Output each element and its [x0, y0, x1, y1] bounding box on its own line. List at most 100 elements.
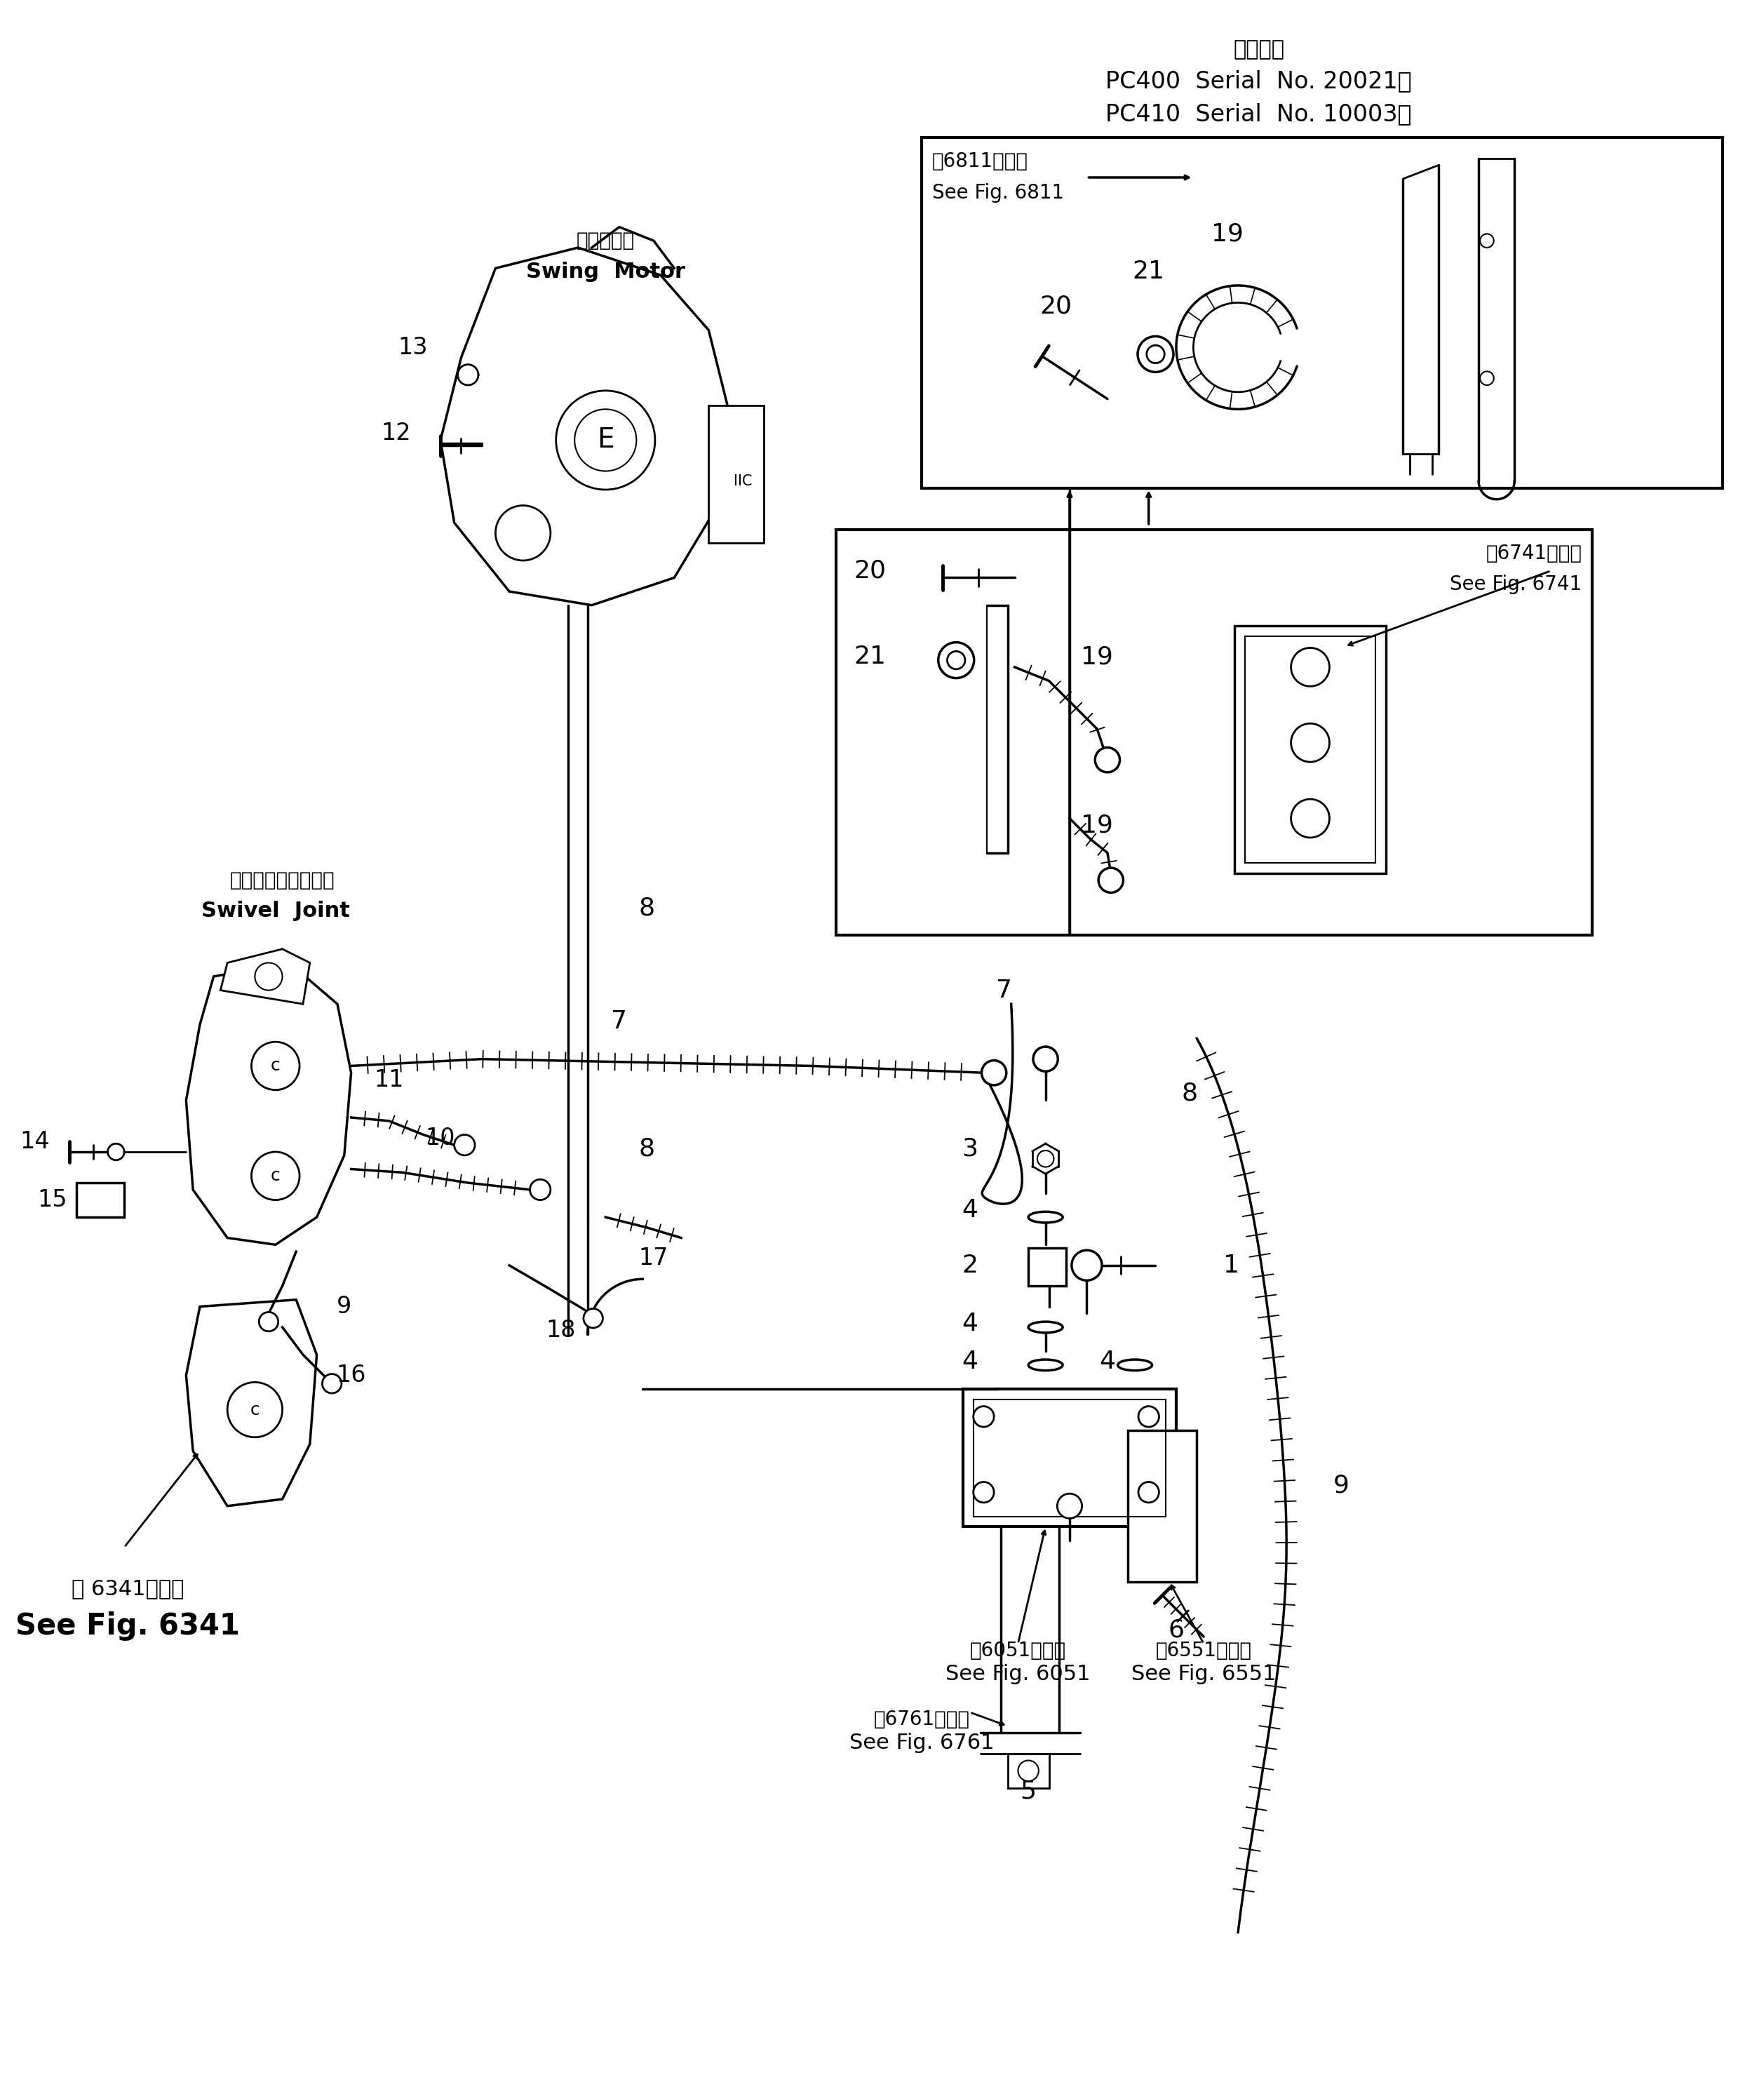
Polygon shape: [187, 1300, 318, 1506]
Text: 5: 5: [1020, 1780, 1037, 1803]
Text: c: c: [250, 1401, 259, 1418]
Circle shape: [556, 392, 654, 490]
Bar: [1127, 1430, 1196, 1581]
Text: 19: 19: [1081, 645, 1113, 668]
Text: 13: 13: [399, 335, 429, 358]
Bar: [76, 1183, 123, 1217]
Text: c: c: [270, 1168, 280, 1185]
Text: 15: 15: [37, 1189, 67, 1212]
Text: スイベルジョイント: スイベルジョイント: [229, 871, 335, 890]
Bar: [923, 138, 1723, 488]
Circle shape: [974, 1483, 993, 1503]
Text: 8: 8: [639, 1137, 654, 1160]
Circle shape: [1147, 346, 1164, 362]
Circle shape: [1138, 1407, 1159, 1426]
Text: 20: 20: [1039, 293, 1073, 318]
Circle shape: [529, 1179, 550, 1200]
Circle shape: [1037, 1150, 1053, 1166]
Circle shape: [1057, 1493, 1081, 1518]
Text: 4: 4: [961, 1311, 977, 1336]
Text: PC410  Serial  No. 10003～: PC410 Serial No. 10003～: [1106, 103, 1411, 126]
Circle shape: [496, 505, 550, 561]
Circle shape: [584, 1309, 603, 1328]
Circle shape: [1034, 1047, 1058, 1072]
Text: 21: 21: [1132, 260, 1164, 283]
Text: 8: 8: [1182, 1081, 1198, 1106]
Text: 7: 7: [610, 1009, 628, 1032]
Circle shape: [1138, 337, 1173, 373]
Circle shape: [938, 643, 974, 678]
Text: 9: 9: [1334, 1474, 1349, 1497]
Circle shape: [1018, 1761, 1039, 1782]
Circle shape: [1095, 748, 1120, 773]
Circle shape: [1099, 867, 1124, 892]
Text: 14: 14: [19, 1131, 49, 1154]
Polygon shape: [187, 963, 351, 1244]
Text: 第6741図参照: 第6741図参照: [1485, 544, 1582, 563]
Circle shape: [1291, 722, 1330, 762]
Circle shape: [974, 1407, 993, 1426]
Text: PC400  Serial  No. 20021～: PC400 Serial No. 20021～: [1106, 69, 1411, 92]
Text: 2: 2: [961, 1254, 977, 1277]
Circle shape: [1480, 371, 1494, 385]
Text: 18: 18: [547, 1319, 575, 1342]
Circle shape: [981, 1060, 1005, 1085]
Text: 10: 10: [425, 1127, 455, 1150]
Text: 第6811図参照: 第6811図参照: [931, 153, 1028, 172]
Circle shape: [457, 364, 478, 385]
Circle shape: [228, 1382, 282, 1436]
Circle shape: [254, 963, 282, 990]
Bar: [963, 1388, 1177, 1527]
Text: 第 6341図参照: 第 6341図参照: [71, 1579, 183, 1598]
Circle shape: [455, 1135, 475, 1156]
Bar: [709, 406, 764, 542]
Text: 7: 7: [997, 978, 1013, 1003]
Circle shape: [947, 651, 965, 670]
Text: Swing  Motor: Swing Motor: [526, 262, 684, 283]
Text: 19: 19: [1081, 812, 1113, 838]
Circle shape: [323, 1374, 342, 1393]
Text: Swivel  Joint: Swivel Joint: [201, 900, 349, 921]
Text: See Fig. 6551: See Fig. 6551: [1131, 1665, 1275, 1686]
Text: IIC: IIC: [734, 475, 751, 488]
Text: 17: 17: [639, 1246, 669, 1271]
Text: 11: 11: [374, 1068, 404, 1091]
Circle shape: [259, 1313, 279, 1332]
Text: 19: 19: [1212, 222, 1244, 245]
Bar: [1235, 626, 1387, 873]
Bar: [974, 1399, 1166, 1516]
Text: 6: 6: [1168, 1619, 1184, 1642]
Text: 第6761図参照: 第6761図参照: [873, 1709, 970, 1730]
Text: 21: 21: [854, 645, 886, 668]
Text: c: c: [270, 1057, 280, 1074]
Bar: [1245, 637, 1376, 863]
Text: 第6551図参照: 第6551図参照: [1155, 1640, 1252, 1661]
Circle shape: [252, 1152, 300, 1200]
Circle shape: [1291, 647, 1330, 687]
Text: 4: 4: [961, 1351, 977, 1374]
Text: 3: 3: [961, 1137, 977, 1160]
Text: 9: 9: [337, 1294, 351, 1317]
Text: 旋回モータ: 旋回モータ: [577, 230, 635, 251]
Text: 8: 8: [639, 896, 654, 919]
Polygon shape: [441, 247, 729, 605]
Circle shape: [108, 1143, 123, 1160]
Text: See Fig. 6811: See Fig. 6811: [931, 182, 1064, 203]
Circle shape: [1138, 1483, 1159, 1503]
Bar: [1028, 1248, 1065, 1286]
Text: See Fig. 6741: See Fig. 6741: [1450, 574, 1582, 595]
Circle shape: [1480, 235, 1494, 247]
Polygon shape: [221, 949, 310, 1003]
Text: See Fig. 6051: See Fig. 6051: [946, 1665, 1090, 1686]
Text: 12: 12: [381, 421, 411, 444]
Text: 第6051図参照: 第6051図参照: [970, 1640, 1065, 1661]
Text: 20: 20: [854, 559, 886, 582]
Text: 16: 16: [337, 1363, 365, 1386]
Circle shape: [1073, 1250, 1102, 1279]
Text: See Fig. 6761: See Fig. 6761: [848, 1734, 995, 1753]
Circle shape: [252, 1043, 300, 1091]
Bar: [836, 530, 1593, 936]
Text: E: E: [596, 427, 614, 454]
Text: 4: 4: [961, 1198, 977, 1223]
Text: 4: 4: [1099, 1351, 1115, 1374]
